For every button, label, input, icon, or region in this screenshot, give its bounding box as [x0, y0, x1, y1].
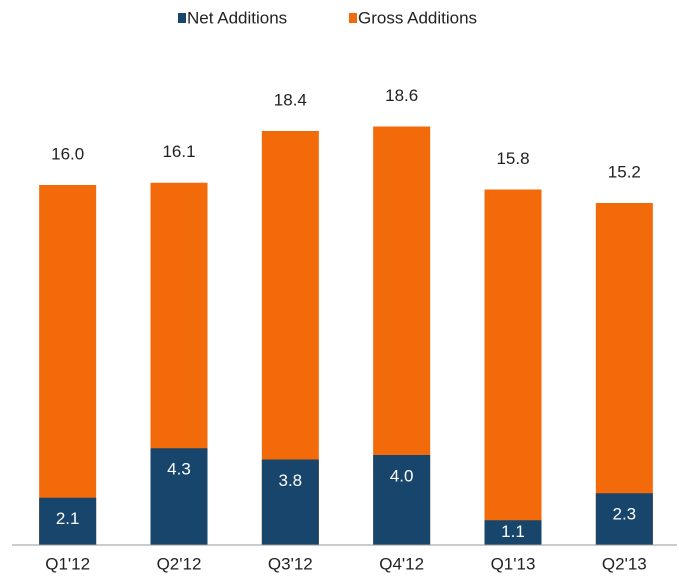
value-label: 16.1 [162, 142, 195, 161]
bar [484, 520, 542, 545]
value-label: 1.1 [501, 522, 525, 541]
x-tick-label: Q1'13 [491, 554, 536, 573]
value-label: 4.0 [390, 466, 414, 485]
value-label: 3.8 [279, 471, 303, 490]
bar [39, 185, 97, 545]
legend-swatch [178, 13, 186, 23]
x-tick-label: Q4'12 [379, 554, 424, 573]
x-tick-label: Q2'12 [157, 554, 202, 573]
value-label: 16.0 [51, 144, 84, 163]
x-tick-label: Q1'12 [45, 554, 90, 573]
bar [595, 203, 653, 545]
legend-swatch [349, 13, 357, 23]
value-label: 4.3 [167, 460, 191, 479]
value-label: 15.8 [496, 149, 529, 168]
bar [261, 459, 319, 545]
bar [39, 497, 97, 545]
value-label: 18.4 [274, 90, 307, 109]
bar [373, 455, 431, 545]
x-tick-label: Q2'13 [602, 554, 647, 573]
bar [595, 493, 653, 545]
bar [484, 189, 542, 545]
value-label: 15.2 [608, 162, 641, 181]
value-label: 18.6 [385, 86, 418, 105]
value-label: 2.3 [613, 505, 637, 524]
legend-label: Net Additions [187, 8, 287, 27]
bar [150, 448, 208, 545]
x-tick-label: Q3'12 [268, 554, 313, 573]
value-label: 2.1 [56, 509, 80, 528]
legend-label: Gross Additions [358, 8, 477, 27]
